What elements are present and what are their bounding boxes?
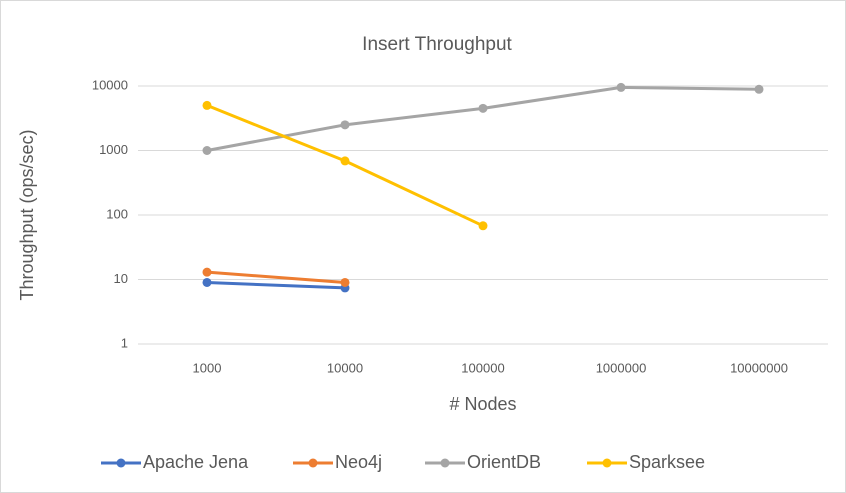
- x-tick-label: 1000: [193, 360, 222, 375]
- x-tick-label: 10000: [327, 360, 363, 375]
- chart-title: Insert Throughput: [362, 34, 512, 55]
- legend-marker: [308, 458, 318, 468]
- point: [754, 84, 764, 94]
- point: [202, 146, 212, 155]
- point: [616, 82, 626, 92]
- y-tick-label: 1: [121, 335, 128, 350]
- legend-label: Apache Jena: [143, 452, 249, 472]
- x-axis-title: # Nodes: [449, 394, 516, 414]
- point: [340, 277, 350, 287]
- legend-marker: [440, 458, 450, 468]
- y-tick-label: 100: [106, 206, 128, 221]
- point: [478, 221, 488, 231]
- legend-marker: [116, 458, 126, 468]
- point: [340, 156, 350, 166]
- x-tick-label: 10000000: [730, 360, 788, 375]
- series-line: [206, 280, 346, 290]
- y-tick-label: 1000: [99, 142, 128, 157]
- series-line: [206, 270, 346, 284]
- legend-label: Sparksee: [629, 452, 705, 472]
- y-tick-label: 10: [114, 271, 128, 286]
- legend-marker: [602, 458, 612, 468]
- y-axis-title: Throughput (ops/sec): [17, 129, 37, 300]
- point: [202, 100, 212, 110]
- point: [478, 103, 488, 113]
- point: [202, 267, 212, 277]
- point: [340, 120, 350, 130]
- x-tick-label: 100000: [461, 360, 504, 375]
- y-tick-label: 10000: [92, 77, 128, 92]
- legend-label: OrientDB: [467, 452, 541, 472]
- point: [202, 277, 212, 287]
- x-tick-label: 1000000: [596, 360, 647, 375]
- legend-label: Neo4j: [335, 452, 382, 472]
